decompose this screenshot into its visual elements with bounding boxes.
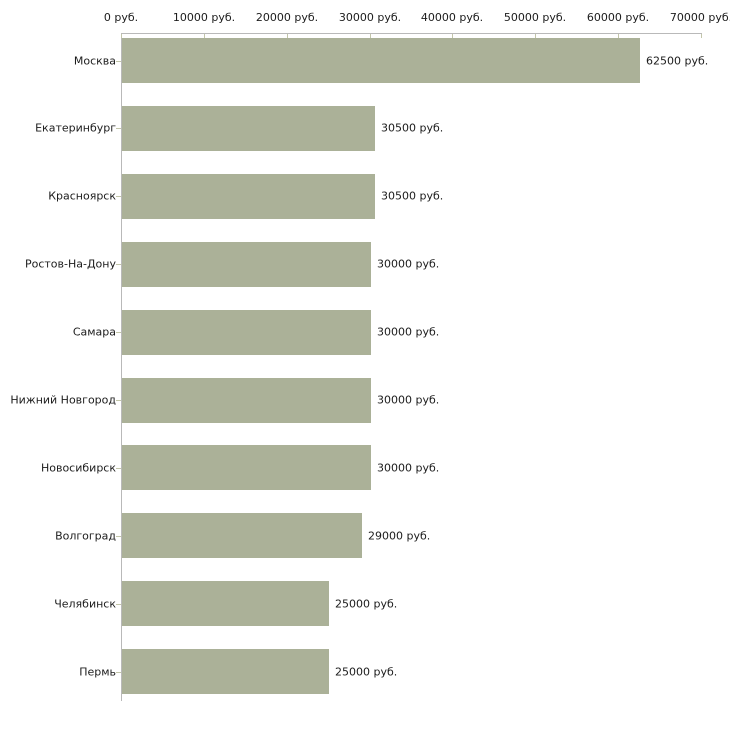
x-axis-line [121,33,702,34]
x-tick-label: 30000 руб. [338,11,402,24]
y-axis-tick [116,468,121,469]
category-label: Пермь [79,665,116,679]
x-axis-tick [452,34,453,38]
x-tick-label: 0 руб. [103,11,139,24]
category-label: Москва [73,54,116,68]
x-axis-tick [618,34,619,38]
category-label: Ростов-На-Дону [24,257,116,271]
category-label: Екатеринбург [35,121,116,135]
bar [122,38,640,83]
x-axis-tick [370,34,371,38]
y-axis-tick [116,128,121,129]
bar [122,174,375,219]
x-axis-tick [535,34,536,38]
value-label: 30500 руб. [381,121,444,135]
x-tick-label: 10000 руб. [172,11,236,24]
value-label: 29000 руб. [368,529,431,543]
bar [122,581,329,626]
category-label: Челябинск [54,597,116,611]
bar [122,106,375,151]
value-label: 30000 руб. [377,257,440,271]
category-label: Красноярск [48,189,116,203]
y-axis-tick [116,536,121,537]
value-label: 30000 руб. [377,325,440,339]
x-axis-tick [121,34,122,38]
bar [122,513,362,558]
y-axis-tick [116,264,121,265]
x-tick-label: 20000 руб. [255,11,319,24]
value-label: 25000 руб. [335,665,398,679]
y-axis-tick [116,672,121,673]
y-axis-tick [116,61,121,62]
category-label: Волгоград [55,529,116,543]
y-axis-line [121,33,122,701]
x-tick-label: 50000 руб. [503,11,567,24]
x-axis-tick [701,34,702,38]
value-label: 30000 руб. [377,393,440,407]
y-axis-tick [116,196,121,197]
value-label: 30500 руб. [381,189,444,203]
bar [122,378,371,423]
value-label: 62500 руб. [646,54,709,68]
x-axis-tick [287,34,288,38]
bar [122,445,371,490]
bar [122,242,371,287]
x-axis-tick [204,34,205,38]
category-label: Новосибирск [40,461,116,475]
bar [122,310,371,355]
bar [122,649,329,694]
y-axis-tick [116,604,121,605]
x-tick-label: 40000 руб. [420,11,484,24]
y-axis-tick [116,400,121,401]
category-label: Нижний Новгород [10,393,116,407]
x-tick-label: 70000 руб. [669,11,730,24]
value-label: 25000 руб. [335,597,398,611]
y-axis-tick [116,332,121,333]
value-label: 30000 руб. [377,461,440,475]
category-label: Самара [72,325,116,339]
x-tick-label: 60000 руб. [586,11,650,24]
